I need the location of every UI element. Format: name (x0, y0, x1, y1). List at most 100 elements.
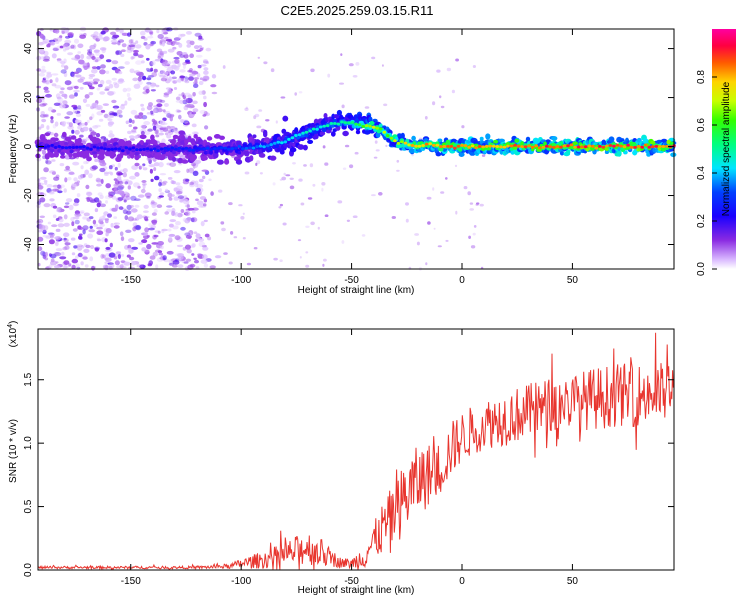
noise-point (280, 96, 286, 99)
noise-point (53, 132, 59, 138)
noise-point (440, 191, 445, 194)
noise-point (47, 106, 53, 112)
ridge-core-point (96, 146, 100, 150)
noise-point (40, 124, 45, 129)
noise-point (70, 237, 76, 241)
noise-point (65, 198, 73, 203)
noise-point (105, 246, 111, 250)
ridge-core-point (170, 146, 175, 150)
noise-point (99, 167, 106, 173)
noise-point (36, 98, 42, 104)
noise-point (156, 103, 163, 108)
noise-point (96, 104, 103, 111)
noise-point (130, 208, 138, 213)
ridge-halo-point (498, 138, 506, 143)
noise-point (117, 40, 121, 46)
noise-point (83, 248, 90, 253)
ridge-core-point (276, 140, 281, 144)
ridge-core-point (527, 144, 531, 148)
noise-point (185, 59, 190, 63)
noise-point (184, 204, 190, 208)
noise-point (122, 168, 128, 173)
ridge-core-point (552, 145, 556, 149)
noise-point (172, 225, 179, 230)
noise-point (105, 59, 112, 63)
noise-point (60, 64, 65, 68)
noise-point (150, 40, 156, 45)
noise-point (156, 48, 163, 53)
noise-point (298, 91, 303, 94)
ridge-core-point (654, 144, 659, 148)
noise-point (203, 76, 210, 82)
noise-point (436, 69, 441, 73)
noise-point (49, 191, 55, 194)
ridge-core-point (453, 146, 457, 150)
ridge-core-point (449, 144, 454, 148)
noise-point (51, 224, 58, 228)
noise-point (279, 203, 283, 207)
noise-point (104, 88, 110, 92)
noise-point (89, 225, 93, 229)
noise-point (62, 232, 70, 237)
noise-point (255, 162, 258, 166)
noise-point (59, 45, 64, 49)
noise-point (191, 123, 197, 128)
noise-point (166, 250, 174, 255)
colorbar-tick-label: 0.8 (696, 70, 707, 84)
noise-point (75, 107, 82, 111)
noise-point (52, 188, 59, 192)
noise-point (46, 184, 53, 188)
noise-point (67, 125, 74, 130)
ridge-core-point (315, 127, 319, 131)
noise-point (193, 257, 197, 260)
noise-point (72, 161, 80, 166)
noise-point (149, 168, 153, 174)
noise-point (75, 255, 79, 259)
y-tick-label: -20 (23, 188, 34, 203)
ridge-halo-point (437, 138, 443, 143)
noise-point (57, 190, 63, 194)
noise-point (148, 227, 155, 231)
noise-point (103, 211, 109, 216)
ridge-core-point (619, 144, 623, 148)
noise-point (279, 259, 283, 263)
noise-point (117, 186, 123, 191)
noise-point (52, 184, 59, 188)
noise-point (177, 255, 184, 260)
noise-point (104, 238, 108, 243)
ridge-halo-point (134, 154, 140, 161)
colorbar-gradient (712, 29, 736, 269)
noise-point (68, 263, 72, 267)
noise-point (198, 178, 204, 183)
noise-point (157, 72, 164, 77)
ridge-mid-point (558, 141, 564, 145)
ridge-core-point (428, 142, 433, 146)
noise-point (168, 78, 175, 82)
noise-point (146, 81, 152, 85)
noise-point (245, 106, 248, 110)
noise-point (112, 34, 120, 38)
noise-point (177, 253, 184, 257)
noise-point (105, 257, 112, 262)
noise-point (52, 214, 57, 219)
ridge-core-point (60, 146, 65, 149)
noise-point (36, 68, 41, 72)
noise-point (82, 256, 88, 260)
noise-point (46, 73, 53, 78)
ridge-core-point (484, 144, 489, 148)
noise-point (195, 198, 199, 202)
noise-point (91, 165, 98, 170)
noise-point (205, 47, 212, 52)
noise-point (191, 131, 199, 135)
noise-point (157, 34, 164, 39)
noise-point (110, 39, 118, 43)
noise-point (188, 76, 194, 81)
noise-point (121, 43, 127, 48)
ridge-core-point (121, 149, 125, 153)
ridge-halo-point (313, 133, 319, 140)
ridge-core-point (272, 141, 277, 145)
noise-point (373, 156, 378, 159)
noise-point (425, 262, 428, 266)
ridge-core-point (396, 141, 401, 145)
noise-point (180, 119, 185, 123)
